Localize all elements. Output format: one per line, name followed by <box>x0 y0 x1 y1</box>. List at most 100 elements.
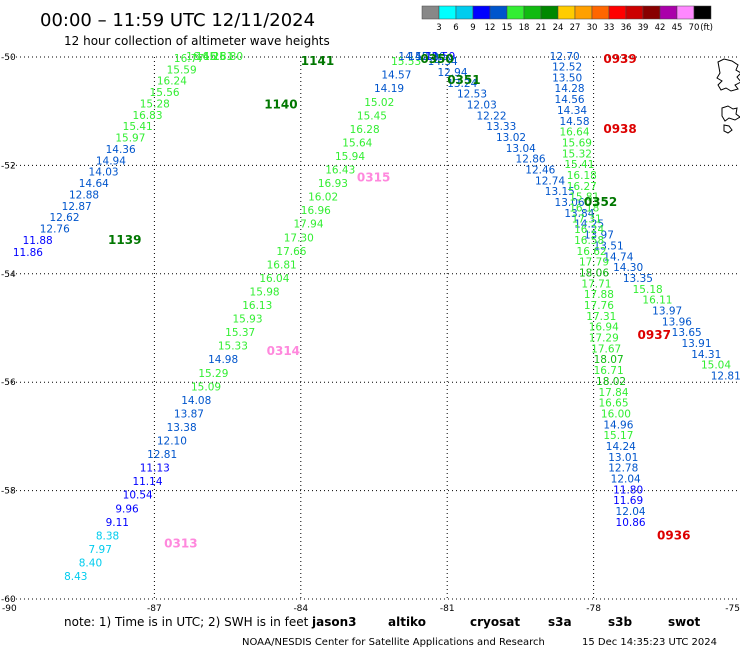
swh-value: 12.46 <box>525 165 555 177</box>
swh-value: 13.84 <box>564 208 594 220</box>
swh-value: 16.64 <box>559 127 589 139</box>
colorbar-label: 33 <box>604 23 615 33</box>
swh-value: 13.01 <box>608 452 638 464</box>
swh-value: 14.19 <box>374 83 404 95</box>
swh-value: 13.51 <box>594 240 624 252</box>
swh-value: 14.55 <box>398 51 428 63</box>
swh-value: 13.50 <box>552 72 582 84</box>
swh-value: 18.02 <box>596 376 626 388</box>
swh-value: 11.13 <box>140 463 170 475</box>
swh-value: 12.88 <box>69 189 99 201</box>
swh-value: 17.29 <box>589 333 619 345</box>
coastline <box>716 58 740 134</box>
colorbar-swatch <box>591 5 610 20</box>
swh-value: 14.72 <box>408 51 438 63</box>
swh-value: 15.41 <box>123 121 153 133</box>
data-points: 11.8611.8812.7612.6212.8712.8814.6414.03… <box>13 51 740 583</box>
time-label: 1141 <box>301 54 334 68</box>
swh-value: 12.86 <box>516 154 546 166</box>
footer-credit: NOAA/NESDIS Center for Satellite Applica… <box>242 637 545 648</box>
swh-value: 15.04 <box>701 360 731 372</box>
swh-value: 17.76 <box>584 300 614 312</box>
colorbar-unit: (ft) <box>700 23 713 33</box>
swh-value: 16.81 <box>203 51 233 63</box>
swh-value: 10.54 <box>123 490 153 502</box>
swh-value: 13.35 <box>623 273 653 285</box>
colorbar-swatch <box>489 5 508 20</box>
swh-value: 9.96 <box>115 503 139 515</box>
x-tick-label: -87 <box>147 604 162 614</box>
colorbar-swatch <box>540 5 559 20</box>
swh-value: 14.28 <box>555 83 585 95</box>
swh-value: 14.34 <box>557 105 587 117</box>
swh-value: 13.02 <box>496 132 526 144</box>
swh-value: 15.64 <box>342 137 372 149</box>
swh-value: 12.04 <box>611 473 641 485</box>
swh-value: 15.56 <box>150 87 180 99</box>
time-label: 0315 <box>357 171 390 185</box>
swh-value: 15.28 <box>140 98 170 110</box>
colorbar-label: 70 <box>689 23 700 33</box>
footer-timestamp: 15 Dec 14:35:23 UTC 2024 <box>582 637 717 648</box>
swh-value: 14.24 <box>606 441 636 453</box>
swh-value: 14.31 <box>691 349 721 361</box>
swh-value: 16.71 <box>594 365 624 377</box>
island-outline <box>716 58 740 92</box>
swh-value: 16.93 <box>318 178 348 190</box>
swh-value: 13.06 <box>555 197 585 209</box>
swh-value: 17.67 <box>591 343 621 355</box>
swh-value: 18.07 <box>594 354 624 366</box>
swh-value: 12.53 <box>457 89 487 101</box>
swh-value: 16.02 <box>308 192 338 204</box>
colorbar-label: 27 <box>570 23 581 33</box>
swh-value: 15.37 <box>225 327 255 339</box>
swh-value: 13.24 <box>447 78 477 90</box>
swh-value: 15.32 <box>562 148 592 160</box>
swh-value: 16.13 <box>242 300 272 312</box>
y-tick-label: -56 <box>1 378 16 388</box>
swh-value: 12.81 <box>147 449 177 461</box>
swh-value: 15.94 <box>335 151 365 163</box>
swh-value: 8.38 <box>96 530 119 542</box>
swh-value: 12.90 <box>415 51 445 63</box>
swh-value: 17.84 <box>598 387 628 399</box>
swh-value: 12.04 <box>616 506 646 518</box>
swh-value: 15.45 <box>357 110 387 122</box>
swh-value: 8.43 <box>64 571 87 583</box>
swh-value: 16.83 <box>132 110 162 122</box>
swh-value: 15.81 <box>569 192 599 204</box>
swh-value: 17.31 <box>586 311 616 323</box>
colorbar-swatch <box>608 5 627 20</box>
time-label: 0938 <box>603 122 636 136</box>
swh-value: 14.03 <box>89 167 119 179</box>
swh-value: 12.03 <box>467 99 497 111</box>
time-labels: 1141 1140 1139 0315 0314 0313 0350 0351 0352 0939… <box>108 52 690 551</box>
swh-value: 14.74 <box>603 251 633 263</box>
swh-value: 12.78 <box>608 463 638 475</box>
island-outline <box>723 124 733 134</box>
swh-value: 15.29 <box>198 368 228 380</box>
swh-value: 14.57 <box>381 70 411 82</box>
swh-value: 13.33 <box>486 121 516 133</box>
time-label: 0352 <box>584 195 617 209</box>
swh-value: 18.06 <box>579 268 609 280</box>
colorbar-label: 24 <box>553 23 564 33</box>
y-tick-label: -58 <box>1 487 16 497</box>
colorbar-label: 15 <box>502 23 513 33</box>
swh-value: 12.22 <box>476 110 506 122</box>
swh-value: 16.04 <box>259 273 289 285</box>
colorbar-swatch <box>642 5 661 20</box>
x-tick-label: -84 <box>293 604 308 614</box>
swh-value: 17.88 <box>584 289 614 301</box>
mission-label: altiko <box>388 615 426 629</box>
y-tick-label: -54 <box>1 270 16 280</box>
swh-value: 14.58 <box>559 116 589 128</box>
swh-value: 7.97 <box>89 544 112 556</box>
swh-value: 13.04 <box>506 143 536 155</box>
swh-value: 16.58 <box>574 235 604 247</box>
swh-value: 8.40 <box>79 557 102 569</box>
swh-value: 13.97 <box>584 230 614 242</box>
x-tick-label: -81 <box>440 604 455 614</box>
mission-label: cryosat <box>470 615 520 629</box>
